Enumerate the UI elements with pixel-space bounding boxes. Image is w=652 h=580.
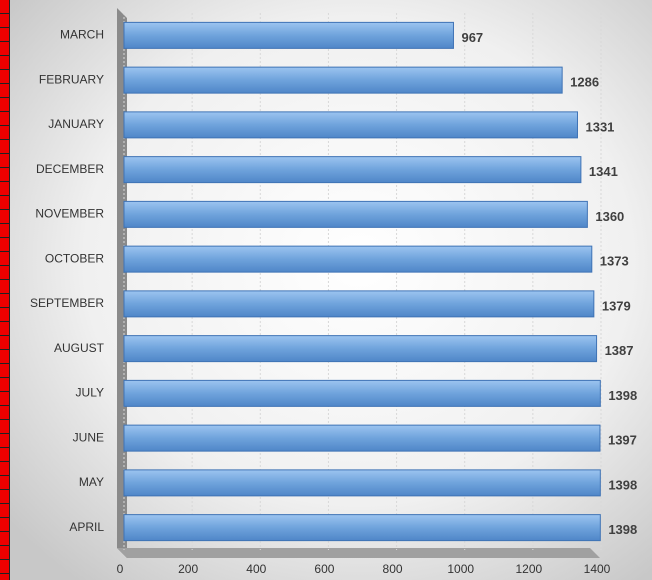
y-tick-label: OCTOBER — [45, 251, 104, 265]
data-label: 1341 — [589, 164, 618, 179]
bar — [123, 469, 601, 497]
y-tick-label: MAY — [79, 475, 104, 489]
y-tick-label: DECEMBER — [36, 162, 104, 176]
x-tick-label: 800 — [383, 562, 403, 576]
data-label: 1398 — [608, 522, 637, 537]
x-tick-label: 1200 — [516, 562, 543, 576]
bar — [123, 335, 598, 363]
bar — [123, 424, 601, 452]
y-tick-label: JANUARY — [48, 117, 104, 131]
data-label: 1331 — [585, 119, 614, 134]
x-tick-label: 200 — [178, 562, 198, 576]
y-tick-label: AUGUST — [54, 341, 105, 355]
bar — [123, 200, 588, 228]
data-label: 1398 — [608, 477, 637, 492]
data-label: 1286 — [570, 75, 599, 90]
y-tick-label: FEBRUARY — [39, 72, 104, 86]
x-tick-label: 1000 — [447, 562, 474, 576]
y-tick-label: NOVEMBER — [35, 207, 104, 221]
data-label: 1379 — [602, 298, 631, 313]
x-tick-label: 400 — [246, 562, 266, 576]
bar — [123, 379, 601, 407]
bar — [123, 66, 563, 94]
data-label: 967 — [461, 30, 483, 45]
bar — [123, 245, 593, 273]
bar — [123, 514, 601, 542]
data-label: 1397 — [608, 433, 637, 448]
bar — [123, 156, 582, 184]
sheet-strip — [0, 0, 10, 580]
x-tick-label: 0 — [117, 562, 124, 576]
y-tick-label: JUNE — [73, 430, 104, 444]
data-label: 1398 — [608, 388, 637, 403]
axis-floor — [117, 548, 600, 558]
bar — [123, 290, 595, 318]
x-tick-label: 600 — [314, 562, 334, 576]
data-label: 1373 — [600, 254, 629, 269]
x-tick-label: 1400 — [584, 562, 611, 576]
data-label: 1360 — [595, 209, 624, 224]
bar — [123, 111, 578, 139]
y-tick-label: MARCH — [60, 28, 104, 42]
y-tick-label: JULY — [76, 386, 104, 400]
y-tick-label: APRIL — [69, 520, 104, 534]
bar — [123, 21, 454, 49]
data-label: 1387 — [605, 343, 634, 358]
y-tick-label: SEPTEMBER — [30, 296, 104, 310]
